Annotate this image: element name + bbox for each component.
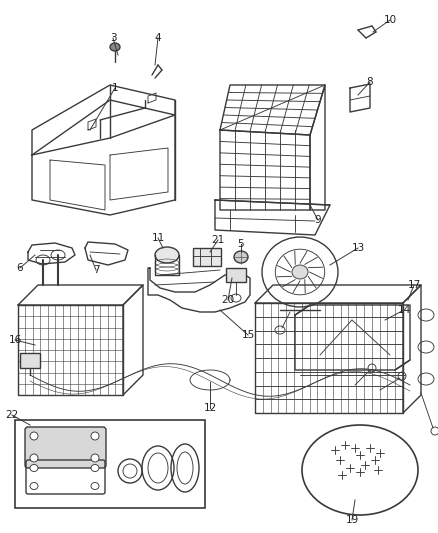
FancyBboxPatch shape (25, 427, 106, 468)
Text: 10: 10 (382, 15, 396, 25)
Text: 19: 19 (345, 515, 358, 525)
Bar (193, 248, 220, 266)
Text: 6: 6 (17, 263, 23, 273)
Ellipse shape (30, 482, 38, 489)
Bar (20, 353, 40, 368)
Ellipse shape (91, 464, 99, 472)
Text: 3: 3 (110, 33, 116, 43)
Text: 9: 9 (314, 215, 321, 225)
Ellipse shape (30, 464, 38, 472)
Ellipse shape (91, 482, 99, 489)
Text: 21: 21 (211, 235, 224, 245)
Text: 8: 8 (366, 77, 372, 87)
Bar (15, 420, 205, 508)
Bar (226, 268, 245, 282)
Text: 14: 14 (396, 305, 410, 315)
Text: 7: 7 (92, 265, 99, 275)
Text: 13: 13 (350, 243, 364, 253)
Ellipse shape (91, 432, 99, 440)
Text: 11: 11 (151, 233, 164, 243)
Ellipse shape (233, 251, 247, 263)
Text: 15: 15 (241, 330, 254, 340)
Text: 5: 5 (237, 239, 244, 249)
Ellipse shape (291, 265, 307, 279)
Ellipse shape (91, 454, 99, 462)
Ellipse shape (30, 432, 38, 440)
Text: 16: 16 (8, 335, 21, 345)
Ellipse shape (155, 247, 179, 263)
Text: 12: 12 (203, 403, 216, 413)
Text: 4: 4 (154, 33, 161, 43)
Text: 20: 20 (221, 295, 234, 305)
Text: 17: 17 (406, 280, 420, 290)
Ellipse shape (110, 43, 120, 51)
Text: 1: 1 (111, 83, 118, 93)
Text: 22: 22 (5, 410, 18, 420)
Ellipse shape (30, 454, 38, 462)
